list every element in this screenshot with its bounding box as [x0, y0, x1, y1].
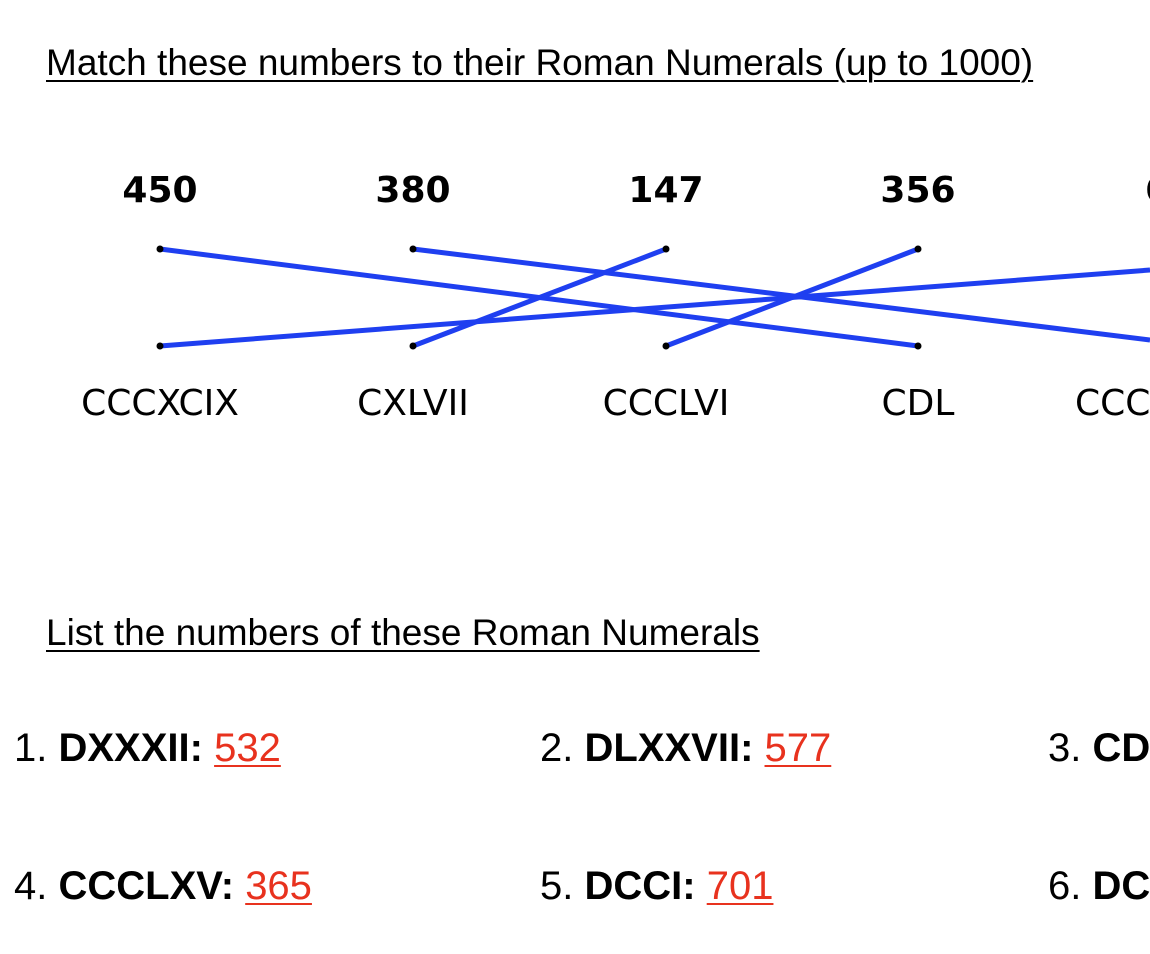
index: 3.	[1048, 726, 1082, 770]
numeral: DCCI:	[584, 864, 696, 908]
numeral: CXLVII	[357, 383, 469, 424]
number: 380	[375, 170, 451, 211]
number: 450	[122, 170, 198, 211]
item: 3. CD	[1048, 726, 1150, 771]
numeral: CCC	[1075, 383, 1150, 424]
index: 2.	[540, 726, 574, 770]
list-heading: List the numbers of these Roman Numerals	[46, 612, 760, 653]
answer: 532	[214, 726, 281, 770]
index: 5.	[540, 864, 574, 908]
item: 6. DC	[1048, 864, 1150, 909]
numeral: CD	[1092, 726, 1150, 770]
index: 4.	[14, 864, 48, 908]
item: 4. CCCLXV: 365	[14, 864, 312, 909]
index: 1.	[14, 726, 48, 770]
heading: Match these numbers to their Roman Numer…	[46, 42, 1034, 83]
numeral: DC	[1092, 864, 1150, 908]
index: 6.	[1048, 864, 1082, 908]
number: 147	[628, 170, 704, 211]
numeral: DLXXVII:	[584, 726, 754, 770]
item: 2. DLXXVII: 577	[540, 726, 831, 771]
answer: 577	[764, 726, 832, 770]
item: 5. DCCI: 701	[540, 864, 773, 909]
number: 356	[880, 170, 956, 211]
numeral: CDL	[881, 383, 955, 424]
answer: 701	[706, 864, 774, 908]
numeral: DXXXII:	[58, 726, 203, 770]
answer: 365	[245, 864, 312, 908]
numeral: CCCXCIX	[81, 383, 239, 424]
number: 6	[1145, 170, 1150, 211]
item: 1. DXXXII: 532	[14, 726, 281, 771]
numeral: CCCLVI	[602, 383, 730, 424]
numeral: CCCLXV:	[58, 864, 235, 908]
